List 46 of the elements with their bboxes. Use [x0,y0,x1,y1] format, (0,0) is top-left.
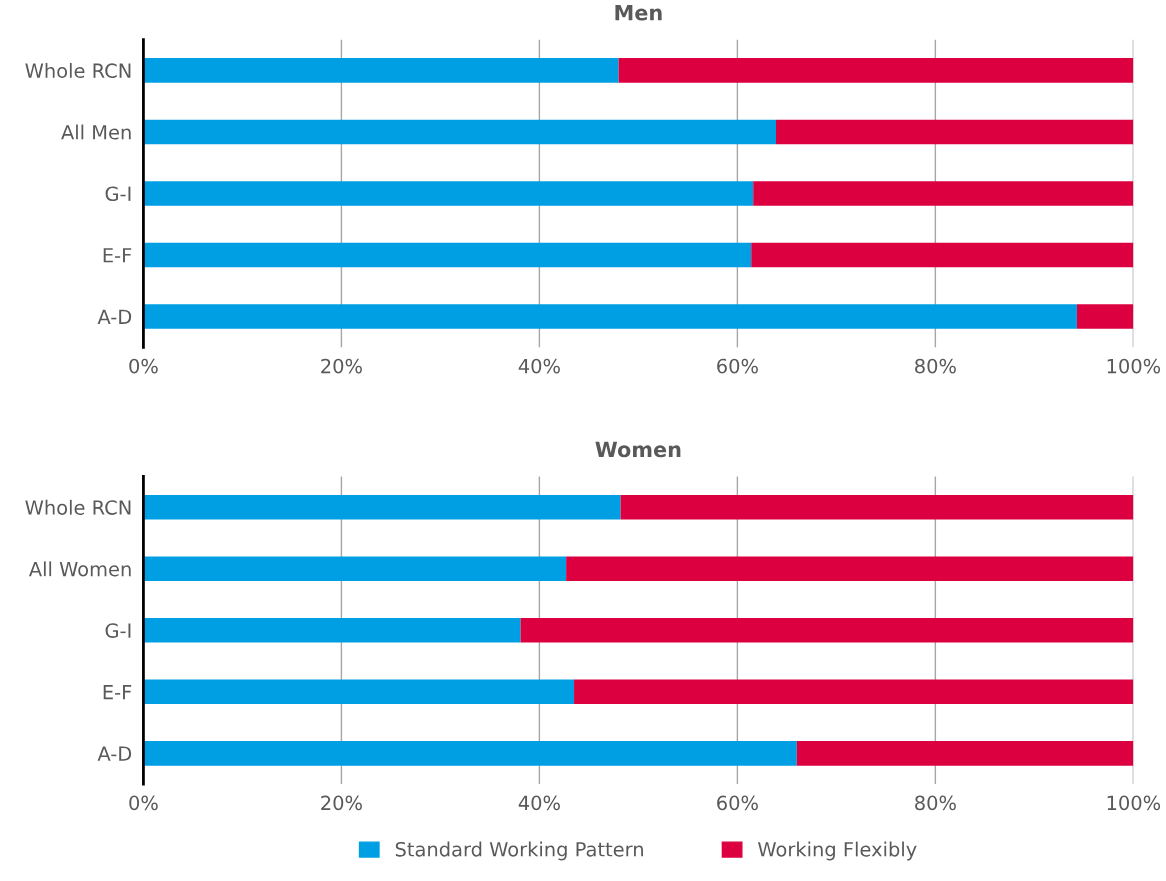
x-tick-label: 40% [518,358,560,374]
x-tick-label: 100% [1107,358,1161,374]
legend-label: Working Flexibly [758,841,917,861]
y-tick-label: A-D [97,746,132,761]
bar [143,556,567,582]
x-tick-label: 20% [321,795,362,811]
bar [520,617,1134,643]
y-tick-label: G-I [105,186,131,202]
bar [574,679,1134,705]
x-tick-label: 60% [717,795,758,811]
legend-label: Standard Working Pattern [395,841,643,861]
x-tick-label: 80% [915,795,956,811]
y-tick-label: Whole RCN [25,499,131,515]
y-tick-label: Whole RCN [25,63,131,79]
bar [796,741,1134,766]
x-tick-label: 0% [129,795,158,811]
y-tick-label: E-F [103,685,132,700]
chart-title: Women [595,441,681,458]
bar [143,741,797,766]
bar [618,58,1134,83]
y-tick-label: A-D [97,309,132,324]
x-tick-label: 40% [518,795,560,811]
x-tick-label: 80% [915,358,956,374]
bar [143,304,1077,329]
bar [143,617,521,643]
bar [143,119,776,145]
bar [143,494,621,520]
y-tick-label: All Men [61,124,131,140]
x-tick-label: 100% [1107,795,1161,811]
bar [143,242,752,268]
x-tick-label: 20% [321,358,362,374]
bar [143,181,754,206]
bar [751,242,1134,268]
bar [753,181,1134,206]
x-tick-label: 0% [129,358,158,374]
bar [566,556,1134,582]
x-tick-label: 60% [717,358,758,374]
bar [775,119,1134,145]
bar [1076,304,1134,329]
bar [143,679,575,705]
bar [143,58,619,83]
y-tick-label: G-I [105,623,131,638]
bar [620,494,1134,520]
y-tick-label: E-F [103,248,132,263]
chart-title: Men [615,5,662,21]
y-tick-label: All Women [28,561,131,577]
